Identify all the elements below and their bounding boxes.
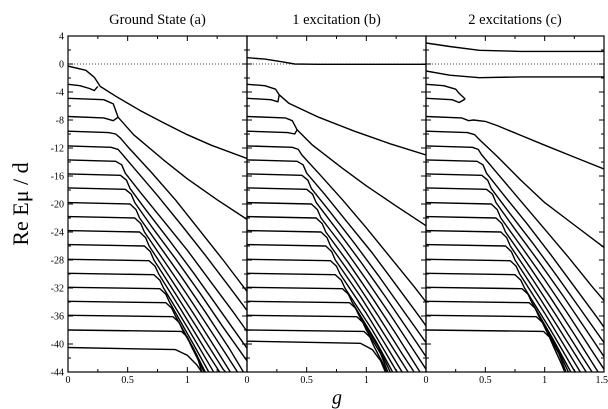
energy-level-curve [426, 42, 604, 53]
energy-level-curve [426, 229, 593, 372]
x-tick-label: 0.5 [479, 375, 492, 386]
energy-level-curve [68, 258, 221, 372]
y-tick-label: -16 [51, 172, 64, 183]
energy-level-curve [68, 97, 247, 220]
energy-level-curve [426, 201, 604, 370]
energy-level-curve [247, 201, 426, 370]
y-tick-label: -40 [51, 340, 64, 351]
energy-level-curve [426, 258, 581, 372]
energy-level-curve [247, 173, 426, 344]
y-tick-label: -32 [51, 284, 64, 295]
energy-level-curve [247, 258, 403, 372]
energy-level-curve [68, 229, 231, 372]
x-tick-label: 0.5 [121, 375, 134, 386]
energy-level-curve [247, 314, 389, 372]
energy-level-curve [247, 94, 280, 103]
y-tick-labels: 4 0 -4 -8 -12 -16 -20 -24 -28 -32 -36 -40 -44 [51, 32, 64, 379]
y-axis-label: Re Eμ / d [8, 162, 33, 245]
energy-level-curve [68, 83, 99, 92]
x-tick-label: 1 [185, 375, 190, 386]
panel-frame [67, 35, 248, 373]
x-tick-label: 1.5 [596, 375, 608, 386]
energy-level-curve [247, 159, 426, 327]
energy-level-curve [426, 187, 604, 357]
y-tick-label: -4 [56, 88, 64, 99]
y-tick-label: 0 [59, 60, 64, 71]
energy-level-curve [68, 145, 247, 311]
energy-level-curve [68, 300, 206, 372]
energy-level-curve [426, 173, 604, 344]
y-tick-label: -44 [51, 368, 64, 379]
panel-frame [246, 35, 427, 373]
energy-level-curve [68, 201, 245, 372]
energy-level-curve [247, 229, 415, 372]
curves [426, 42, 604, 372]
energy-level-curve [426, 159, 604, 328]
y-tick-label: -8 [56, 116, 64, 127]
energy-level-curve [426, 314, 567, 372]
x-tick-label: 0 [245, 375, 250, 386]
energy-level-curve [68, 159, 247, 332]
curves [68, 65, 247, 372]
energy-level-curve [68, 272, 215, 372]
energy-level-curve [68, 115, 119, 122]
energy-level-curve [247, 215, 421, 372]
y-tick-label: -24 [51, 228, 64, 239]
energy-level-curve [68, 286, 210, 372]
energy-level-curve [68, 130, 247, 292]
x-tick-label: 1 [542, 375, 547, 386]
y-tick-label: 4 [59, 32, 64, 43]
energy-level-curve [68, 173, 247, 349]
energy-level-curve [68, 215, 239, 372]
y-axis-label-text: Re Eμ / d [8, 162, 33, 245]
energy-level-curve [247, 129, 298, 135]
energy-level-curve [247, 329, 388, 372]
energy-level-curve [426, 83, 466, 100]
energy-level-curve [68, 329, 205, 372]
energy-level-curve [68, 65, 247, 160]
energy-level-curve [68, 346, 203, 372]
energy-level-curve [247, 300, 391, 372]
y-tick-label: -20 [51, 200, 64, 211]
panel-frame [425, 35, 605, 373]
panel-a: Ground State (a) 0 0.5 1 [66, 12, 248, 386]
energy-level-curve [426, 70, 604, 79]
panel-c: 2 excitations (c) 0 0.5 1 1.5 [424, 12, 608, 386]
x-axis-label: g [332, 387, 342, 409]
x-tick-label: 1 [364, 375, 369, 386]
energy-level-curve [247, 340, 387, 372]
curves [247, 57, 426, 372]
y-tick-label: -12 [51, 144, 64, 155]
energy-level-curve [426, 115, 604, 170]
y-tick-label: -28 [51, 256, 64, 267]
energy-level-curve [247, 145, 426, 303]
panel-title: Ground State (a) [109, 12, 206, 28]
energy-level-curve [426, 130, 604, 248]
x-tick-label: 0.5 [300, 375, 313, 386]
panel-title: 1 excitation (b) [292, 12, 381, 28]
energy-level-curve [426, 243, 587, 372]
energy-level-curve [247, 57, 426, 65]
energy-level-curve [247, 187, 426, 357]
energy-level-curve [247, 115, 426, 227]
energy-level-curve [426, 329, 566, 372]
energy-level-curve [426, 145, 604, 302]
energy-level-curve [68, 243, 227, 372]
panel-b: 1 excitation (b) 0 0.5 1 [245, 12, 427, 386]
energy-level-curve [426, 300, 570, 372]
x-tick-label: 0 [424, 375, 429, 386]
x-tick-label: 0 [66, 375, 71, 386]
energy-level-curve [247, 243, 409, 372]
energy-level-curve [426, 97, 466, 104]
y-tick-label: -36 [51, 312, 64, 323]
panels: Ground State (a) 0 0.5 1 1 excitation (b) 0 0.… [51, 12, 608, 386]
energy-level-curve [247, 83, 426, 156]
energy-level-curve [68, 187, 247, 362]
panel-title: 2 excitations (c) [468, 12, 562, 28]
energy-level-curve [426, 215, 599, 372]
